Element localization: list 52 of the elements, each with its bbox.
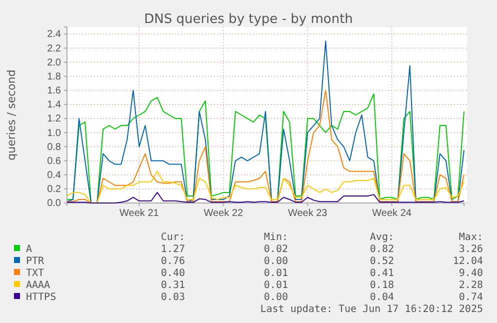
y-tick-label: 0.6 (47, 156, 62, 167)
legend-label: TXT (26, 268, 44, 279)
y-tick-label: 0.4 (47, 170, 62, 182)
legend-label: PTR (26, 256, 46, 267)
chart-title: DNS queries by type - by month (144, 12, 353, 27)
text: Last update: Tue Jun 17 16:20:12 2025 (260, 304, 483, 315)
y-tick-label: 2.0 (47, 57, 62, 68)
y-tick-label: 1.2 (47, 114, 62, 125)
line-series (66, 192, 464, 204)
text: Min: (264, 232, 288, 243)
text: 0.01 (264, 280, 288, 291)
y-tick-label: 0.0 (47, 198, 62, 210)
y-tick-label: 1.6 (47, 86, 62, 97)
text: Max: (458, 232, 483, 243)
text: 3.26 (458, 244, 483, 255)
x-tick-label: Week 22 (204, 208, 244, 220)
text: 0.00 (264, 256, 288, 267)
y-tick-label: 1.0 (47, 128, 62, 139)
text: 0.52 (370, 256, 394, 267)
text: Cur: (160, 232, 185, 243)
y-tick-label: 2.4 (47, 29, 62, 40)
legend-label: AAAA (26, 280, 50, 291)
text: 0.41 (370, 268, 394, 279)
y-tick-label: 1.8 (47, 71, 62, 82)
text: 1.27 (160, 244, 185, 255)
legend-label: HTTPS (26, 292, 56, 303)
text: 0.74 (458, 292, 483, 303)
text: 12.04 (452, 256, 483, 267)
line-series (66, 170, 464, 204)
text: 9.40 (458, 268, 483, 279)
line-series (66, 40, 464, 204)
x-tick-label: Week 24 (372, 208, 412, 220)
x-tick-label: Week 23 (288, 208, 328, 220)
text: 0.03 (160, 292, 185, 303)
text: 0.82 (370, 244, 394, 255)
y-axis-title: queries / second (5, 70, 18, 160)
text: 0.00 (264, 292, 288, 303)
legend-label: A (26, 244, 32, 255)
y-tick-label: 0.2 (47, 184, 62, 196)
y-tick-label: 1.4 (47, 100, 62, 111)
x-tick-label: Week 21 (120, 208, 160, 220)
y-tick-label: 2.2 (47, 43, 62, 54)
text: Avg: (370, 232, 394, 243)
text: 0.18 (370, 280, 394, 291)
text: 0.04 (370, 292, 394, 303)
text: 0.02 (264, 244, 288, 255)
text: 0.76 (160, 256, 185, 267)
y-tick-label: 0.8 (47, 142, 62, 153)
text: 0.40 (160, 268, 185, 279)
text: 0.01 (264, 268, 288, 279)
text: 2.28 (458, 280, 483, 291)
text: 0.31 (160, 280, 185, 291)
